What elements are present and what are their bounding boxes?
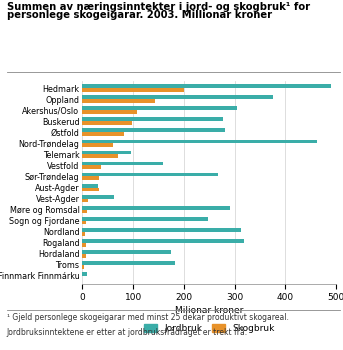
Bar <box>82 232 85 236</box>
Bar <box>82 210 87 214</box>
Bar <box>82 250 171 254</box>
Bar <box>82 106 237 110</box>
Legend: Jordbruk, Skogbruk: Jordbruk, Skogbruk <box>140 321 278 337</box>
Bar <box>82 166 101 169</box>
Bar <box>82 84 331 88</box>
Bar <box>82 132 124 136</box>
Bar <box>82 162 163 166</box>
Bar <box>82 188 98 191</box>
Bar <box>82 217 208 220</box>
Bar <box>82 243 86 246</box>
Bar <box>82 198 88 202</box>
Bar <box>82 239 244 243</box>
Bar <box>82 184 97 188</box>
Bar <box>82 261 175 265</box>
Bar <box>82 128 225 132</box>
Bar <box>82 176 98 180</box>
Bar <box>82 173 218 176</box>
Bar <box>82 254 86 258</box>
Bar <box>82 96 273 99</box>
Bar <box>82 99 155 103</box>
Text: personlege skogeigarar. 2003. Millionar kroner: personlege skogeigarar. 2003. Millionar … <box>7 10 272 21</box>
Text: Summen av næringsinntekter i jord- og skogbruk¹ for: Summen av næringsinntekter i jord- og sk… <box>7 2 310 12</box>
Text: Jordbruksinntektene er etter at jordbruksfrådraget er trekt frå.: Jordbruksinntektene er etter at jordbruk… <box>7 327 248 337</box>
Bar <box>82 88 184 92</box>
Bar <box>82 118 223 121</box>
Bar <box>82 144 113 147</box>
Bar <box>82 206 229 210</box>
Bar <box>82 195 114 198</box>
Bar <box>82 150 131 154</box>
Bar <box>82 228 241 232</box>
Bar <box>82 154 118 158</box>
Bar <box>82 110 137 114</box>
Text: ¹ Gjeld personlege skogeigarar med minst 25 dekar produktivt skogareal.: ¹ Gjeld personlege skogeigarar med minst… <box>7 313 289 322</box>
Bar <box>82 140 317 144</box>
Bar <box>82 220 86 224</box>
Bar <box>82 265 84 268</box>
X-axis label: Milionar kroner: Milionar kroner <box>175 306 244 315</box>
Bar <box>82 272 87 276</box>
Bar <box>82 121 132 125</box>
